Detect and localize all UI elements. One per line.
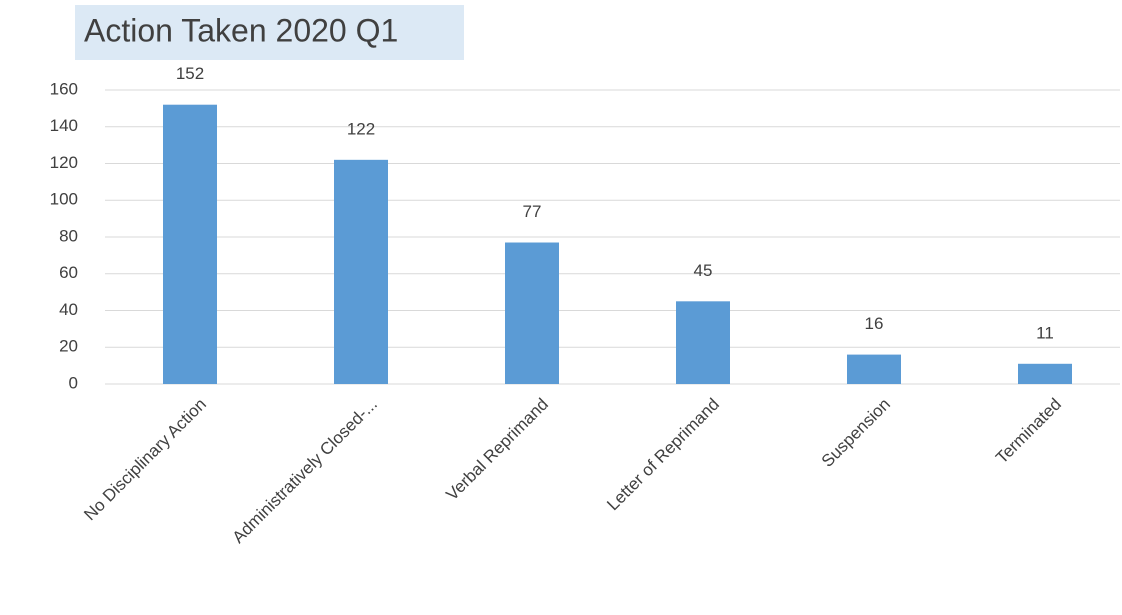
y-tick-label: 60: [59, 263, 78, 282]
data-label: 11: [1036, 323, 1054, 342]
y-tick-label: 100: [50, 190, 78, 209]
chart-title: Action Taken 2020 Q1: [84, 12, 398, 48]
y-tick-label: 160: [50, 79, 78, 98]
data-label: 122: [347, 119, 375, 138]
y-tick-label: 20: [59, 337, 78, 356]
y-tick-label: 140: [50, 116, 78, 135]
bar: [676, 301, 730, 384]
x-tick-label: Administratively Closed-...: [229, 395, 381, 547]
bar: [847, 354, 901, 384]
y-tick-label: 120: [50, 153, 78, 172]
x-tick-label: Suspension: [818, 395, 894, 471]
x-tick-label: Letter of Reprimand: [603, 395, 723, 515]
bar: [1018, 363, 1072, 384]
x-tick-label: Terminated: [992, 395, 1065, 468]
y-tick-label: 0: [69, 373, 78, 392]
x-tick-label: Verbal Reprimand: [442, 395, 552, 505]
bar: [163, 104, 217, 384]
data-label: 77: [523, 202, 542, 221]
title-background: [75, 5, 464, 60]
y-tick-label: 80: [59, 226, 78, 245]
x-tick-label: No Disciplinary Action: [80, 395, 210, 525]
y-tick-label: 40: [59, 300, 78, 319]
bar: [505, 242, 559, 384]
data-label: 45: [694, 261, 713, 280]
data-label: 16: [865, 314, 884, 333]
data-label: 152: [176, 64, 204, 83]
bar: [334, 159, 388, 384]
